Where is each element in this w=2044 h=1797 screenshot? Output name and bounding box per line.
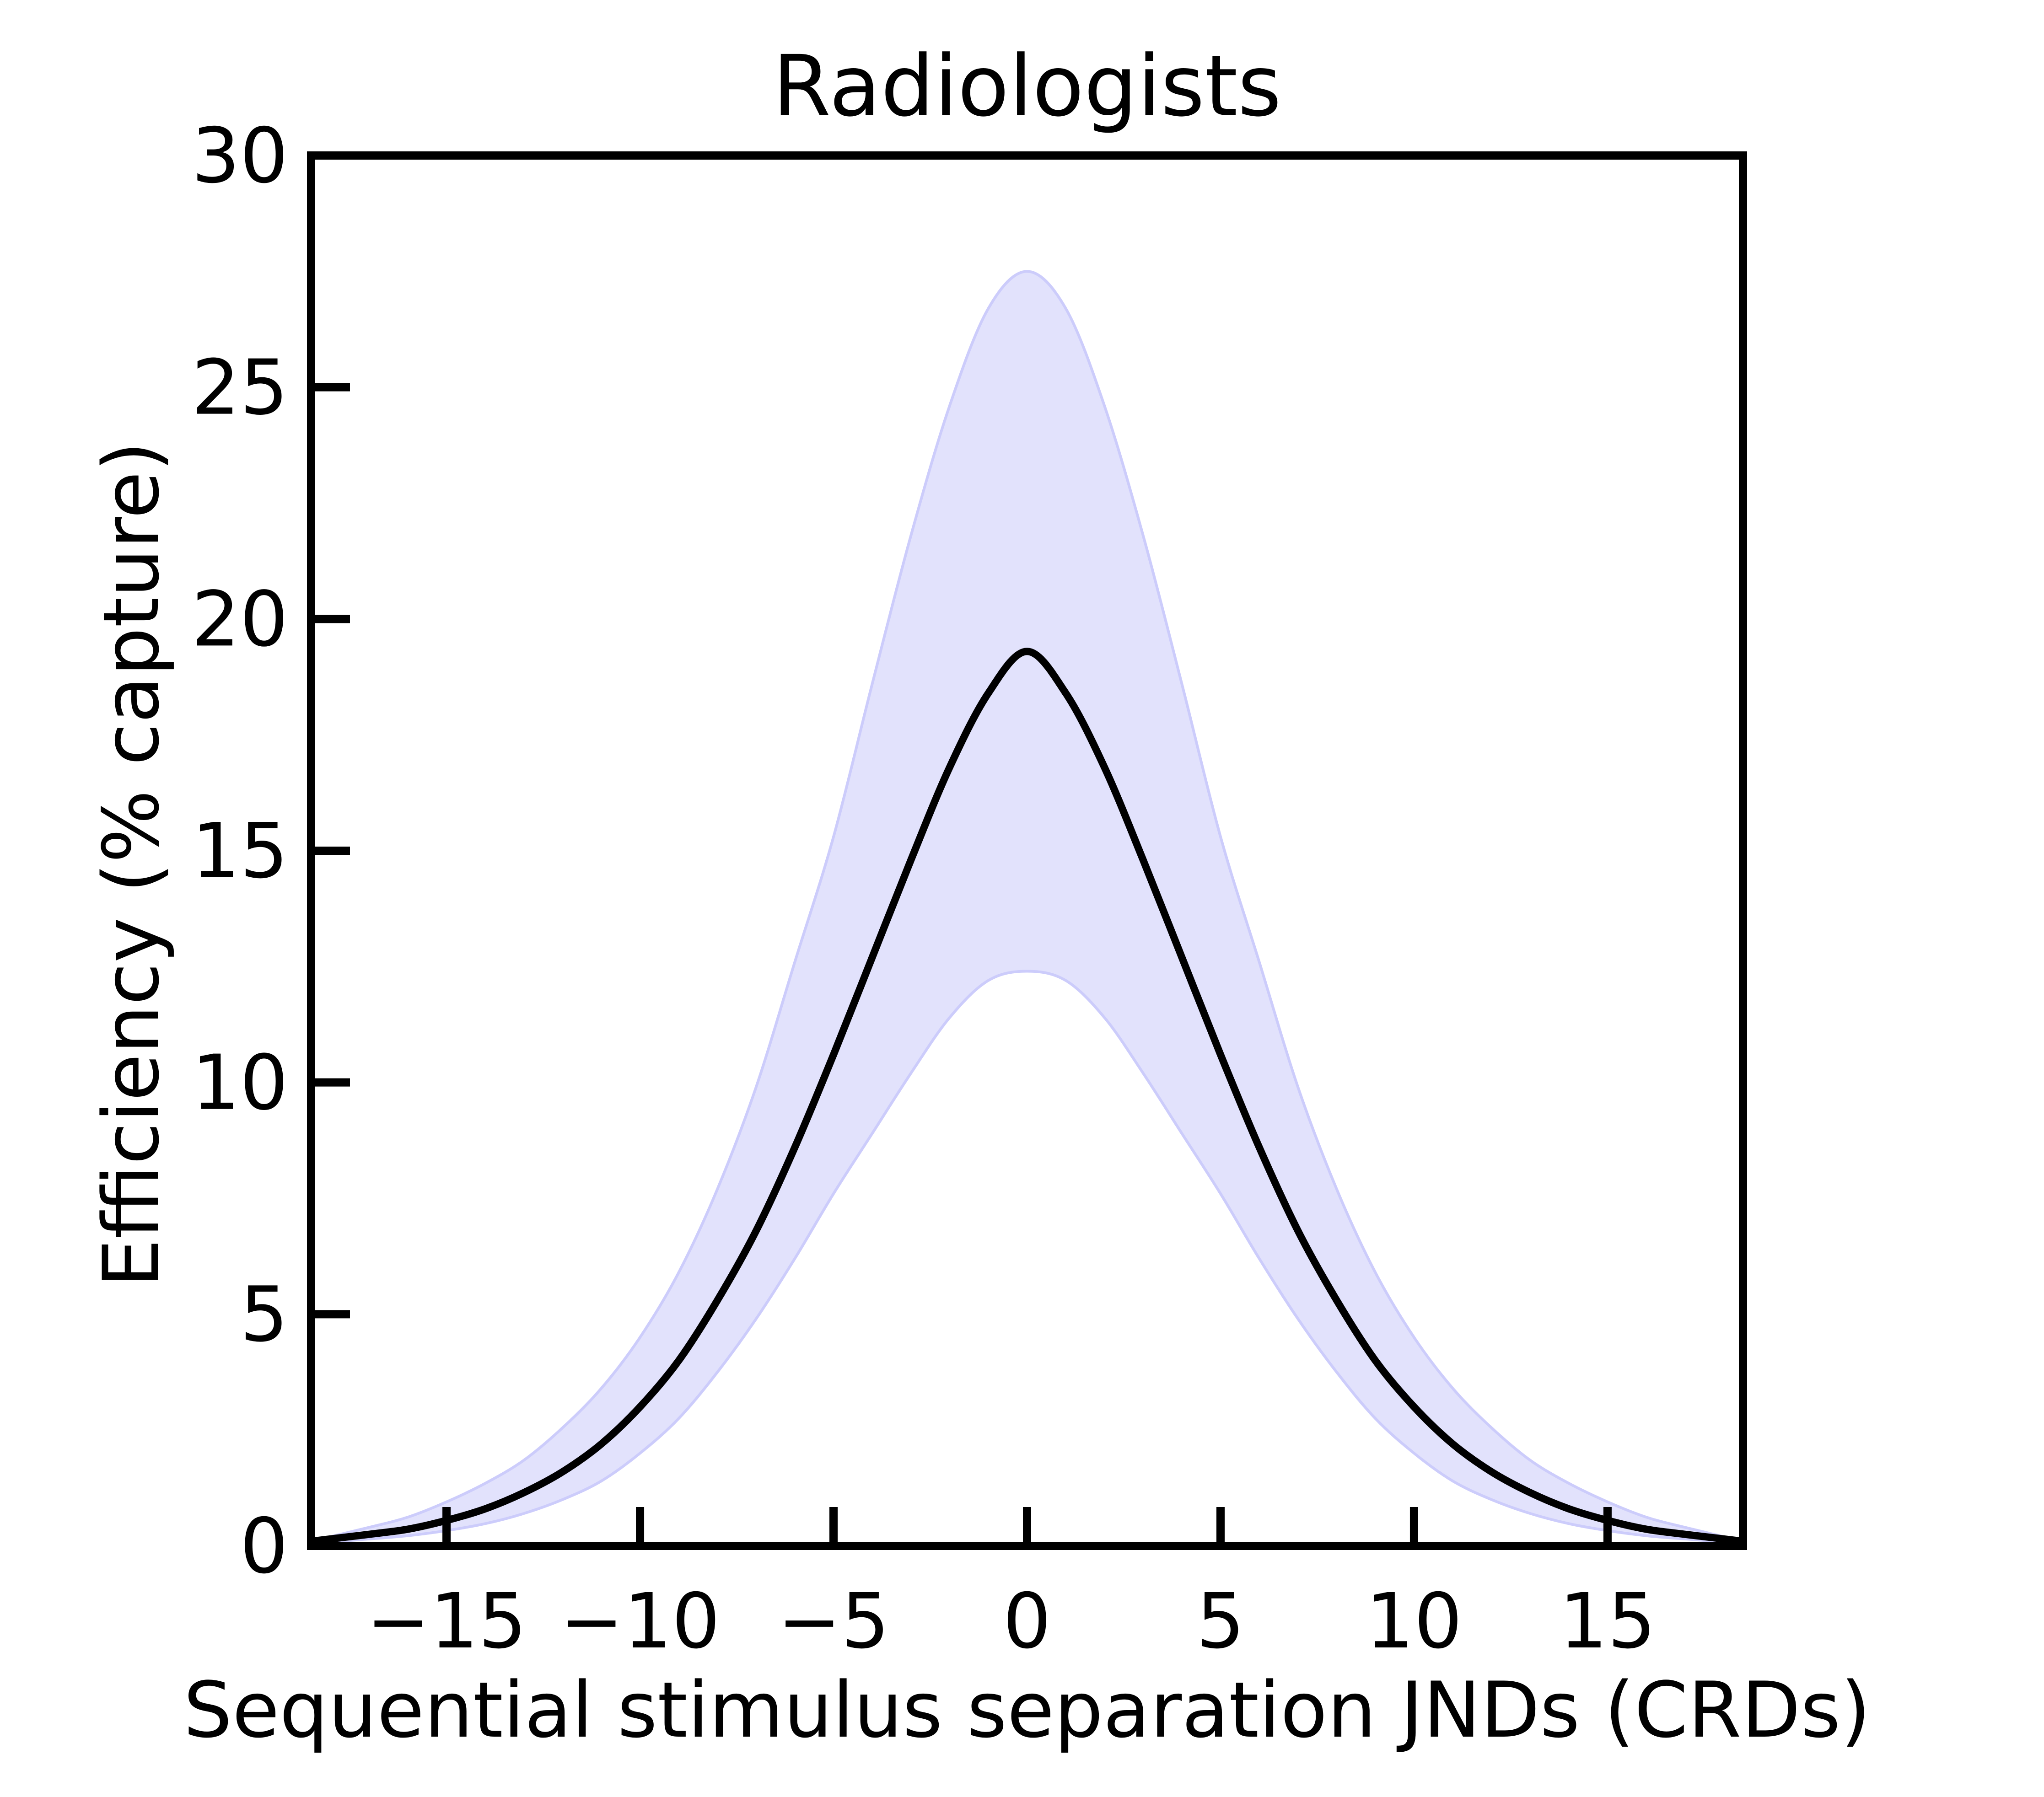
y-tick-label: 10: [192, 1039, 288, 1127]
x-tick-label: −15: [366, 1577, 527, 1666]
x-axis-ticks: −15 −10 −5 0 5 10 15: [366, 1507, 1656, 1666]
y-axis-label: Efficiency (% capture): [86, 441, 176, 1287]
x-tick-label: 10: [1366, 1577, 1462, 1666]
confidence-band: [310, 270, 1744, 1545]
x-tick-label: 0: [1003, 1577, 1051, 1666]
y-tick-label: 5: [240, 1271, 288, 1359]
y-tick-label: 20: [192, 575, 288, 664]
mean-line-layer: [307, 648, 1747, 1545]
x-tick-label: −10: [560, 1577, 720, 1666]
x-tick-label: −5: [778, 1577, 890, 1666]
y-axis-ticks: 0 5 10 15 20 25 30: [192, 112, 350, 1591]
series-line-mean: [307, 648, 1747, 1545]
x-tick-label: 5: [1196, 1577, 1245, 1666]
x-axis-label: Sequential stimulus separation JNDs (CRD…: [183, 1665, 1871, 1755]
chart-title: Radiologists: [773, 38, 1282, 135]
x-tick-label: 15: [1559, 1577, 1656, 1666]
y-tick-label: 15: [192, 807, 288, 896]
y-tick-label: 0: [240, 1502, 288, 1591]
y-tick-label: 30: [192, 112, 288, 200]
confidence-band-layer: [310, 270, 1744, 1545]
y-tick-label: 25: [192, 344, 288, 432]
